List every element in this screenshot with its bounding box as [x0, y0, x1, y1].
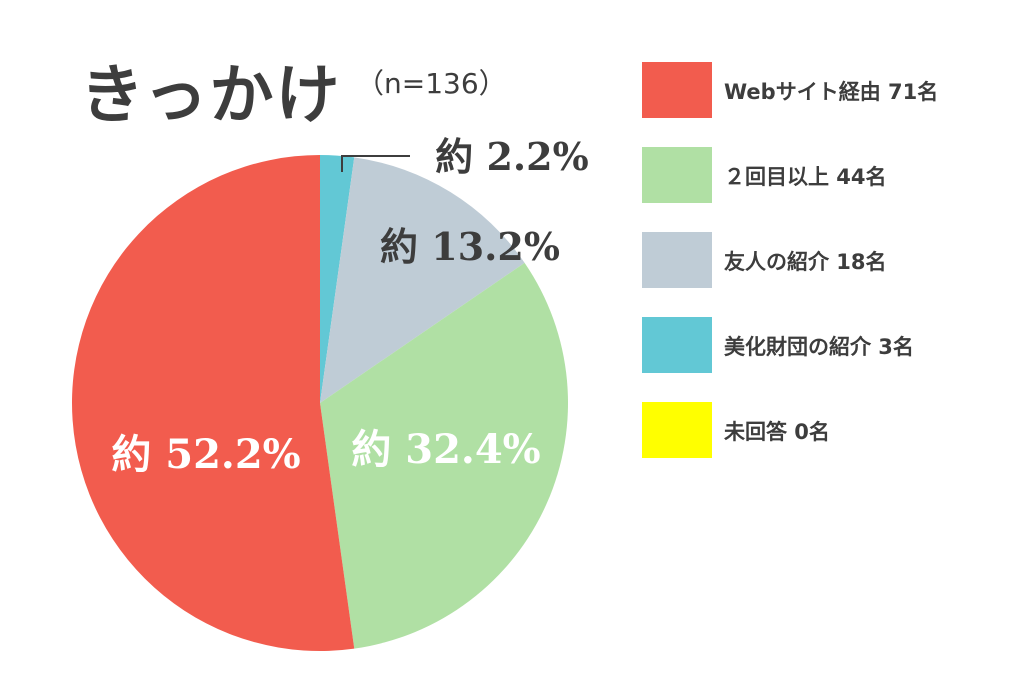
slice-label-0: 約 52.2% — [111, 431, 300, 478]
legend-item: 美化財団の紹介 3名 — [642, 317, 1012, 373]
legend-label: ２回目以上 44名 — [724, 165, 887, 189]
legend-item: 友人の紹介 18名 — [642, 232, 1012, 288]
legend-label: 友人の紹介 18名 — [724, 250, 887, 274]
legend-label: 未回答 0名 — [724, 420, 830, 444]
pie-slice-1 — [320, 262, 568, 649]
slice-label-1: 約 32.4% — [351, 426, 540, 473]
legend-swatch — [642, 232, 712, 288]
pie-slice-0 — [71, 155, 355, 651]
legend-item: Webサイト経由 71名 — [642, 62, 1012, 118]
legend-label: 美化財団の紹介 3名 — [724, 335, 914, 359]
chart-title: きっかけ — [80, 59, 342, 133]
slice-label-3: 約 2.2% — [435, 134, 588, 179]
legend-swatch — [642, 317, 712, 373]
leader-line — [341, 155, 410, 172]
slice-label-2: 約 13.2% — [380, 224, 560, 269]
legend-label: Webサイト経由 71名 — [724, 80, 939, 104]
legend-item: 未回答 0名 — [642, 402, 1012, 458]
chart-subtitle: （n=136） — [356, 67, 507, 100]
legend-swatch — [642, 62, 712, 118]
pie-slice-2 — [320, 157, 525, 403]
legend-item: ２回目以上 44名 — [642, 147, 1012, 203]
pie-slice-3 — [320, 155, 355, 403]
legend-swatch — [642, 402, 712, 458]
legend-swatch — [642, 147, 712, 203]
